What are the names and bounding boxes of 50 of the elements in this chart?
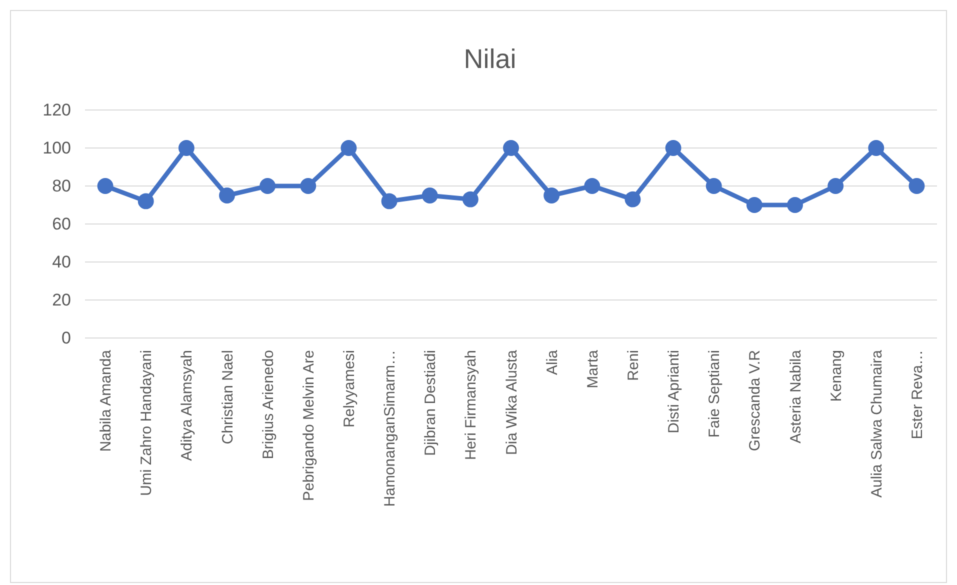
x-tick-label: Grescanda V.R <box>746 350 764 452</box>
point <box>138 193 154 210</box>
x-tick-label: HamonanganSimarm… <box>382 350 399 507</box>
point <box>300 178 316 194</box>
x-tick-label: Nabila Amanda <box>98 349 115 452</box>
y-tick-label: 0 <box>62 328 71 348</box>
point <box>340 140 357 156</box>
y-tick-label: 100 <box>42 138 71 158</box>
x-tick-label: Djibran Destiadi <box>422 350 440 456</box>
point <box>908 178 925 194</box>
point <box>178 140 194 156</box>
point <box>381 193 398 210</box>
point <box>787 197 803 213</box>
x-tick-label: Kenang <box>828 350 845 402</box>
point <box>544 188 560 204</box>
x-tick-label: Christian Nael <box>219 350 236 444</box>
point <box>828 178 844 194</box>
x-tick-label: Disti Aprianti <box>666 350 683 434</box>
point <box>746 197 762 213</box>
x-tick-label: Dia Wika Alusta <box>503 349 520 456</box>
point <box>219 188 235 204</box>
y-tick-label: 60 <box>52 214 71 234</box>
x-tick-label: Brigius Arienedo <box>260 350 277 460</box>
y-tick-label: 120 <box>42 100 71 120</box>
x-tick-label: Faie Septiani <box>706 350 724 438</box>
x-tick-label: Aulia Salwa Chumaira <box>868 349 886 498</box>
y-tick-label: 80 <box>52 176 71 196</box>
x-tick-label: Heri Firmansyah <box>462 350 480 460</box>
point <box>462 191 478 208</box>
x-tick-label: Ester Reva… <box>908 350 926 440</box>
point <box>422 188 438 204</box>
point <box>260 178 276 194</box>
y-tick-label: 40 <box>52 252 71 272</box>
x-tick-label: Relyyamesi <box>340 350 358 428</box>
chart-title: Nilai <box>464 44 516 74</box>
point <box>97 178 114 194</box>
point <box>665 140 682 156</box>
x-tick-label: Aditya Alamsyah <box>178 350 196 461</box>
point <box>868 140 884 156</box>
point <box>706 178 722 194</box>
x-tick-label: Marta <box>584 349 602 388</box>
y-tick-label: 20 <box>52 290 71 310</box>
x-tick-label: Pebrigando Melvin Are <box>300 350 318 501</box>
x-tick-label: Reni <box>624 350 642 381</box>
x-tick-label: Alia <box>544 349 561 376</box>
point <box>624 191 641 208</box>
x-tick-label: Asteria Nabila <box>787 349 804 444</box>
x-tick-label: Umi Zahro Handayani <box>138 350 156 496</box>
point <box>584 178 600 194</box>
point <box>503 140 519 156</box>
